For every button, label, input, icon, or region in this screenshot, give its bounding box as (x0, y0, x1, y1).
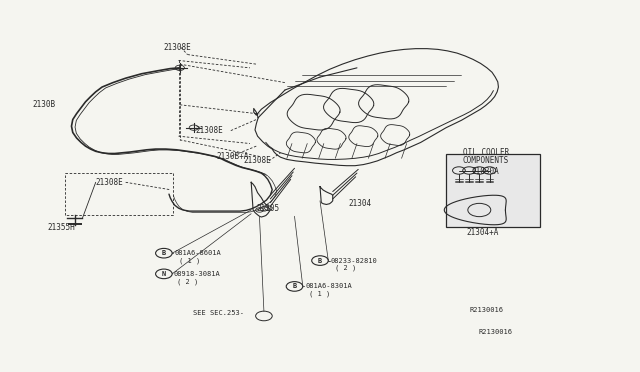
Text: 21304: 21304 (349, 199, 372, 208)
Text: 21304+A: 21304+A (467, 228, 499, 237)
Text: 21355H: 21355H (47, 223, 75, 232)
Text: 08233-82810: 08233-82810 (331, 257, 378, 264)
Text: ( 1 ): ( 1 ) (309, 291, 330, 297)
Text: 21030A: 21030A (472, 167, 500, 176)
Text: 2130B+A: 2130B+A (217, 152, 249, 161)
Text: B: B (292, 283, 296, 289)
Text: ( 2 ): ( 2 ) (177, 278, 198, 285)
Text: B: B (318, 257, 322, 264)
Text: N: N (162, 271, 166, 277)
Text: 21308E: 21308E (196, 126, 223, 135)
Text: 08918-3081A: 08918-3081A (173, 271, 220, 277)
Bar (446, 154, 540, 227)
Text: 081A6-8301A: 081A6-8301A (305, 283, 352, 289)
Text: SEE SEC.253-: SEE SEC.253- (193, 310, 244, 316)
Text: R2130016: R2130016 (470, 307, 504, 314)
Text: COMPONENTS: COMPONENTS (463, 156, 509, 166)
Text: ( 1 ): ( 1 ) (179, 257, 200, 264)
Text: ( 2 ): ( 2 ) (335, 265, 356, 271)
Text: OIL COOLER: OIL COOLER (463, 148, 509, 157)
Text: 21308E: 21308E (96, 178, 124, 187)
Text: B: B (162, 250, 166, 256)
Text: R2130016: R2130016 (478, 329, 512, 335)
Text: 2130B: 2130B (32, 100, 55, 109)
Text: 21308E: 21308E (244, 156, 271, 166)
Text: 21305: 21305 (256, 203, 280, 213)
Text: 081A6-8601A: 081A6-8601A (175, 250, 221, 256)
Text: 21308E: 21308E (164, 43, 191, 52)
